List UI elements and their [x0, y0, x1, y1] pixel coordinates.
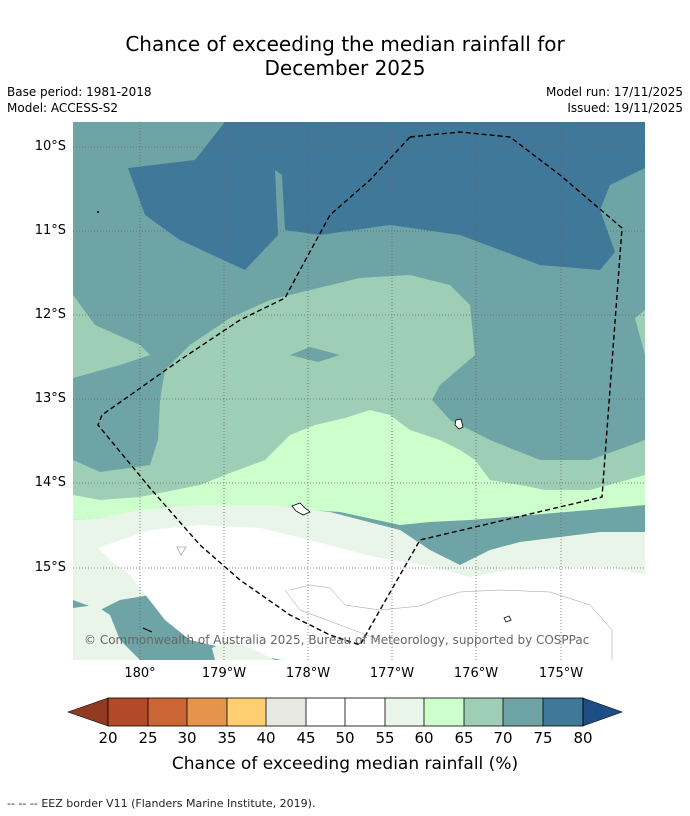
lon-label-179w: 179°W [201, 666, 247, 681]
islet-dot [97, 211, 99, 213]
colorbar-55-60 [385, 698, 424, 726]
islands [176, 418, 512, 623]
colorbar-65-70 [464, 698, 503, 726]
colorbar-tick-20: 20 [98, 729, 118, 747]
colorbar-tick-30: 30 [177, 729, 197, 747]
model-run: Model run: 17/11/2025 [545, 85, 683, 99]
footer-legend: -- -- -- EEZ border V11 (Flanders Marine… [7, 797, 315, 810]
zone-60-65 [73, 410, 645, 525]
lat-label-15s: 15°S [34, 560, 66, 575]
zone-75-80-north [128, 122, 645, 270]
colorbar-tick-50: 50 [335, 729, 355, 747]
lon-label-178w: 178°W [285, 666, 331, 681]
graticule [73, 122, 645, 660]
contour-line [289, 584, 613, 660]
title-line-2: December 2025 [264, 56, 426, 80]
lat-label-12s: 12°S [34, 307, 66, 322]
colorbar-tick-45: 45 [296, 729, 316, 747]
island-south-east [503, 615, 512, 623]
lat-label-14s: 14°S [34, 475, 66, 490]
lat-label-10s: 10°S [34, 139, 66, 154]
base-period: Base period: 1981-2018 [7, 85, 152, 99]
colorbar-50-55 [345, 698, 385, 726]
lon-label-176w: 176°W [453, 666, 499, 681]
rainfall-map-area [73, 122, 645, 660]
island-east [454, 418, 464, 430]
zone-55-60-south-east [212, 640, 275, 660]
colorbar [67, 697, 623, 727]
lon-label-177w: 177°W [369, 666, 415, 681]
eez-border [97, 131, 623, 646]
colorbar-30-35 [187, 698, 227, 726]
colorbar-25-30 [148, 698, 187, 726]
zone-65-70-west [73, 295, 150, 378]
dashed-line-symbol: -- -- -- [7, 797, 38, 810]
colorbar-label: Chance of exceeding median rainfall (%) [171, 754, 519, 774]
title-line-1: Chance of exceeding the median rainfall … [125, 32, 565, 56]
contour-line-2 [284, 589, 381, 641]
colorbar-tick-65: 65 [454, 729, 474, 747]
colorbar-20-25 [108, 698, 148, 726]
copyright-notice: © Commonwealth of Australia 2025, Bureau… [84, 633, 590, 647]
colorbar-tick-60: 60 [414, 729, 434, 747]
colorbar-tick-35: 35 [217, 729, 237, 747]
colorbar-40-45 [266, 698, 306, 726]
colorbar-below-20 [67, 697, 109, 727]
colorbar-tick-70: 70 [493, 729, 513, 747]
zone-70-75-patch [290, 347, 340, 362]
eez-legend-text: EEZ border V11 (Flanders Marine Institut… [41, 797, 316, 810]
colorbar-60-65 [424, 698, 464, 726]
colorbar-45-50 [306, 698, 345, 726]
zone-65-70-central [73, 275, 645, 525]
model-name: Model: ACCESS-S2 [7, 101, 119, 115]
zone-55-60-south [73, 605, 140, 660]
lat-label-13s: 13°S [34, 391, 66, 406]
zone-45-55 [98, 525, 645, 660]
colorbar-tick-75: 75 [533, 729, 553, 747]
map-title: Chance of exceeding the median rainfall … [0, 32, 690, 80]
colorbar-above-80 [582, 697, 623, 727]
reef-mark [142, 627, 153, 633]
reef-triangle [176, 546, 187, 556]
colorbar-35-40 [227, 698, 266, 726]
colorbar-tick-80: 80 [573, 729, 593, 747]
zone-65-70-east-edge [635, 310, 645, 355]
colorbar-75-80 [543, 698, 583, 726]
issued-date: Issued: 19/11/2025 [567, 101, 683, 115]
colorbar-tick-40: 40 [256, 729, 276, 747]
colorbar-tick-55: 55 [375, 729, 395, 747]
island-south-west [291, 502, 311, 516]
lat-label-11s: 11°S [34, 223, 66, 238]
colorbar-tick-25: 25 [138, 729, 158, 747]
meta-left: Base period: 1981-2018 Model: ACCESS-S2 [7, 84, 152, 116]
colorbar-70-75 [503, 698, 543, 726]
lon-label-175w: 175°W [538, 666, 584, 681]
lon-label-180: 180° [124, 666, 156, 681]
meta-right: Model run: 17/11/2025 Issued: 19/11/2025 [546, 84, 683, 116]
zone-75-80-top-patch [305, 122, 335, 126]
